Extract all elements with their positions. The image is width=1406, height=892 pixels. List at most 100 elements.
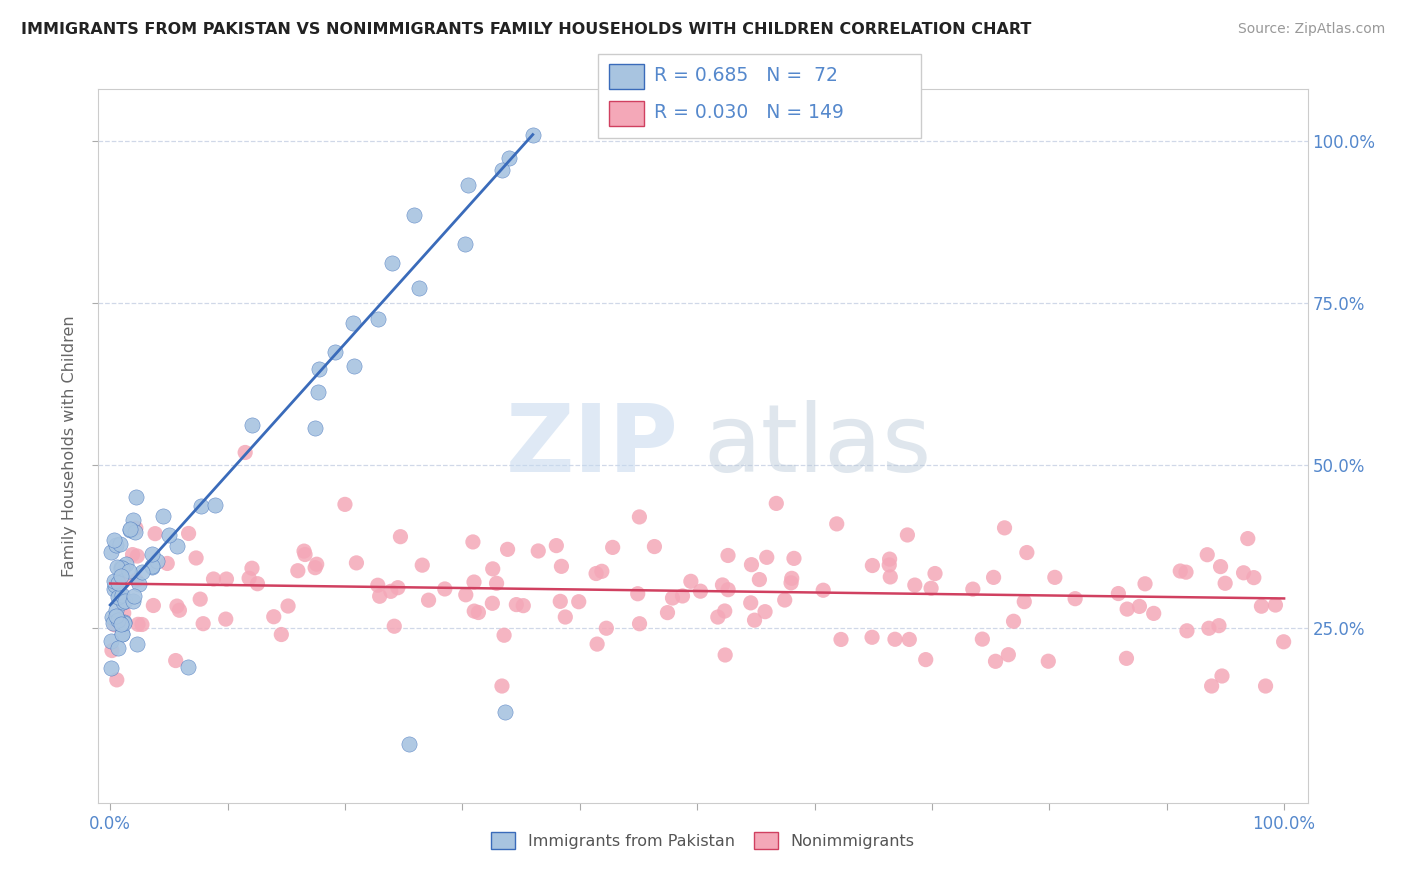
Point	[115, 557, 138, 571]
Point	[628, 616, 651, 631]
Point	[202, 572, 225, 586]
Point	[860, 558, 883, 573]
Point	[595, 621, 617, 635]
Point	[550, 559, 572, 574]
Point	[240, 561, 263, 575]
Point	[110, 560, 132, 574]
Point	[100, 609, 122, 624]
Point	[294, 548, 316, 562]
Point	[972, 632, 994, 647]
Point	[1175, 624, 1198, 638]
Point	[103, 533, 125, 547]
Point	[811, 583, 834, 598]
Point	[671, 589, 693, 603]
Point	[240, 417, 263, 432]
Point	[105, 673, 128, 687]
Point	[454, 237, 477, 252]
Point	[879, 552, 901, 566]
Point	[107, 590, 129, 604]
Point	[142, 599, 165, 613]
Point	[127, 549, 149, 563]
Point	[111, 561, 134, 575]
Point	[755, 550, 778, 565]
Point	[877, 558, 900, 572]
Point	[748, 573, 770, 587]
Point	[411, 558, 433, 573]
Point	[924, 566, 946, 581]
Point	[707, 610, 730, 624]
Point	[527, 544, 550, 558]
Point	[188, 592, 211, 607]
Point	[879, 570, 901, 584]
Point	[368, 589, 391, 603]
Point	[898, 632, 921, 647]
Point	[190, 499, 212, 513]
Point	[657, 606, 679, 620]
Point	[765, 496, 787, 510]
Point	[367, 312, 389, 326]
Point	[156, 557, 179, 571]
Point	[717, 549, 740, 563]
Point	[104, 603, 127, 617]
Point	[896, 528, 918, 542]
Point	[1243, 571, 1265, 585]
Point	[546, 539, 568, 553]
Point	[491, 679, 513, 693]
Point	[382, 619, 405, 633]
Point	[714, 648, 737, 662]
Point	[773, 593, 796, 607]
Text: ZIP: ZIP	[506, 400, 679, 492]
Text: IMMIGRANTS FROM PAKISTAN VS NONIMMIGRANTS FAMILY HOUSEHOLDS WITH CHILDREN CORREL: IMMIGRANTS FROM PAKISTAN VS NONIMMIGRANT…	[21, 22, 1032, 37]
Point	[498, 151, 520, 165]
Point	[1211, 669, 1233, 683]
Point	[481, 596, 503, 610]
Point	[292, 544, 315, 558]
Point	[1250, 599, 1272, 614]
Point	[585, 566, 607, 581]
Point	[114, 594, 136, 608]
Point	[346, 556, 368, 570]
Point	[402, 208, 425, 222]
Point	[491, 163, 513, 178]
Point	[554, 610, 576, 624]
Point	[522, 128, 544, 142]
Point	[100, 634, 122, 648]
Point	[457, 178, 479, 193]
Point	[110, 617, 132, 632]
Point	[1116, 602, 1139, 616]
Point	[125, 574, 148, 588]
Point	[121, 548, 143, 562]
Point	[679, 574, 702, 589]
Point	[141, 548, 163, 562]
Point	[105, 559, 128, 574]
Point	[713, 604, 735, 618]
Point	[962, 582, 984, 596]
Point	[127, 617, 149, 632]
Point	[387, 581, 409, 595]
Point	[270, 627, 292, 641]
Point	[602, 541, 624, 555]
Point	[166, 539, 188, 553]
Point	[121, 594, 143, 608]
Point	[494, 628, 516, 642]
Point	[131, 617, 153, 632]
Point	[661, 591, 683, 605]
Point	[389, 530, 412, 544]
Point	[263, 609, 285, 624]
Point	[128, 577, 150, 591]
Point	[110, 615, 132, 629]
Point	[628, 510, 651, 524]
Point	[107, 585, 129, 599]
Point	[141, 560, 163, 574]
Point	[105, 538, 128, 552]
Point	[485, 576, 508, 591]
Legend: Immigrants from Pakistan, Nonimmigrants: Immigrants from Pakistan, Nonimmigrants	[485, 825, 921, 855]
Point	[118, 522, 141, 536]
Point	[467, 606, 489, 620]
Point	[860, 630, 883, 644]
Point	[120, 523, 142, 537]
Point	[100, 661, 122, 675]
Point	[143, 526, 166, 541]
Point	[1015, 545, 1038, 559]
Point	[246, 576, 269, 591]
